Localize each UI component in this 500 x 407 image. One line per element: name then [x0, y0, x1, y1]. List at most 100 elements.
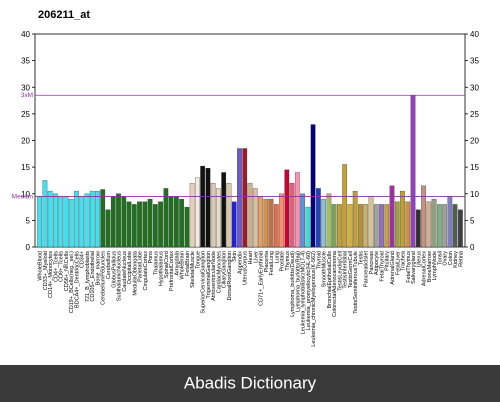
bar: [300, 193, 305, 248]
x-tick-label: ParietalLobe: [138, 251, 144, 282]
x-tick-label: SkeletalMuscle: [190, 251, 196, 288]
bar: [436, 204, 442, 248]
bar: [252, 188, 258, 248]
background: [0, 0, 500, 365]
y-tick-label: 35: [21, 57, 30, 66]
y2-tick-label: 15: [470, 163, 479, 172]
y-tick-label: 40: [21, 30, 30, 39]
x-tick-label: Ovary: [443, 251, 449, 266]
bar: [152, 204, 158, 248]
x-tick-label: CD8+_Tcells: [59, 251, 65, 282]
y2-tick-label: 10: [470, 190, 479, 199]
x-tick-label: WholeBlood: [38, 251, 44, 281]
bar: [131, 204, 137, 248]
x-tick-label: Thymus: [285, 251, 291, 271]
bar: [74, 190, 79, 248]
bar: [263, 198, 269, 248]
x-tick-label: AdrenalCortex: [422, 251, 428, 286]
bar: [337, 204, 342, 248]
bar: [400, 190, 405, 248]
x-tick-label: Pituitary: [385, 251, 391, 271]
x-tick-label: UterusCorpus: [243, 251, 249, 285]
bar: [116, 193, 121, 248]
bar: [368, 196, 374, 248]
y-tick-label: 15: [21, 163, 30, 172]
x-tick-label: Colon: [448, 251, 454, 265]
x-tick-label: FetalThymus: [406, 251, 412, 283]
x-tick-label: SmoothMuscle: [322, 251, 328, 287]
x-tick-label: FetalLung: [269, 251, 275, 275]
x-tick-label: Lung: [274, 251, 280, 263]
bar: [289, 182, 295, 248]
x-tick-label: CardiacMyocytes: [216, 251, 222, 293]
x-tick-label: PancreaticIslet: [364, 251, 370, 288]
x-tick-label: TestisLeydigCell: [337, 251, 343, 291]
x-tick-label: Cerebellum: [106, 251, 112, 280]
x-tick-label: Pons: [148, 251, 154, 264]
x-tick-label: CD56+_NKCells: [64, 251, 70, 291]
x-tick-label: TestisInterstitial: [343, 251, 349, 289]
bar: [89, 190, 95, 248]
y-tick-label: 10: [21, 190, 30, 199]
x-tick-label: Tongue: [195, 251, 201, 269]
x-tick-label: SuperiorCervicalGanglion: [201, 251, 207, 314]
x-tick-label: Adipocyte: [374, 251, 380, 275]
x-tick-label: OccipitalLobe: [127, 251, 133, 284]
x-tick-label: CiliaryGanglion: [222, 251, 228, 288]
x-tick-label: Leukemia_chronicMyelogenous(K-562): [311, 251, 317, 347]
bar: [58, 196, 64, 248]
x-tick-label: Testis: [358, 251, 364, 265]
bar: [158, 201, 163, 248]
bar: [147, 198, 153, 248]
x-tick-label: DorsalRootGanglion: [227, 251, 233, 301]
bar: [352, 190, 358, 248]
bar: [426, 201, 432, 248]
bar: [110, 196, 116, 248]
x-tick-label: Retina: [458, 250, 464, 267]
bar: [168, 196, 174, 248]
x-tick-label: 721_B_lymphoblasts: [85, 251, 91, 302]
bar: [326, 193, 332, 248]
y-tick-label: 0: [26, 243, 31, 252]
x-tick-label: Liver: [253, 251, 259, 263]
bar: [373, 204, 379, 248]
bar: [294, 172, 300, 248]
y-tick-label: 25: [21, 110, 30, 119]
x-tick-label: Leukemia_promyelocytic(HL-60): [306, 251, 312, 330]
x-tick-label: ColorectalAdenocarcinoma: [332, 250, 338, 317]
x-tick-label: BDCA4+_DentriticCells: [74, 251, 80, 308]
bar: [121, 196, 127, 248]
y-tick-label: 30: [21, 83, 30, 92]
x-tick-label: AtrioventricularNode: [211, 251, 217, 301]
x-tick-label: Uterus: [416, 251, 422, 267]
x-tick-label: BoneMarrow: [427, 251, 433, 282]
bar: [394, 201, 400, 248]
x-tick-label: LymphNode: [432, 251, 438, 280]
bar: [137, 201, 142, 248]
x-tick-label: SubthalamicNucleus: [117, 251, 123, 301]
bar: [358, 204, 363, 248]
x-tick-label: Leukemia_lymphoblastic(MOLT-4): [301, 251, 307, 335]
bar: [305, 206, 311, 248]
x-tick-label: Appendix: [237, 251, 243, 274]
x-tick-label: AdrenalGland: [390, 251, 396, 285]
x-tick-label: FetalThyroid: [379, 251, 385, 282]
bar: [442, 204, 447, 248]
bar: [458, 209, 463, 248]
x-tick-label: CD71+_EarlyErythroid: [259, 251, 265, 306]
x-tick-label: TestisSeminiferousTubule: [353, 251, 359, 314]
x-tick-label: WholeBrain: [180, 251, 186, 279]
bar: [273, 204, 279, 248]
x-tick-label: Thalamus: [153, 251, 159, 275]
x-tick-label: Hypothalamus: [159, 251, 165, 286]
bar: [163, 188, 169, 248]
bar: [189, 182, 195, 248]
bar: [237, 148, 242, 248]
bar: [347, 204, 353, 248]
x-tick-label: Placenta: [264, 250, 270, 272]
x-tick-label: Kidney: [453, 251, 459, 268]
bar: [216, 188, 221, 248]
bar: [405, 201, 411, 248]
bar: [226, 182, 232, 248]
